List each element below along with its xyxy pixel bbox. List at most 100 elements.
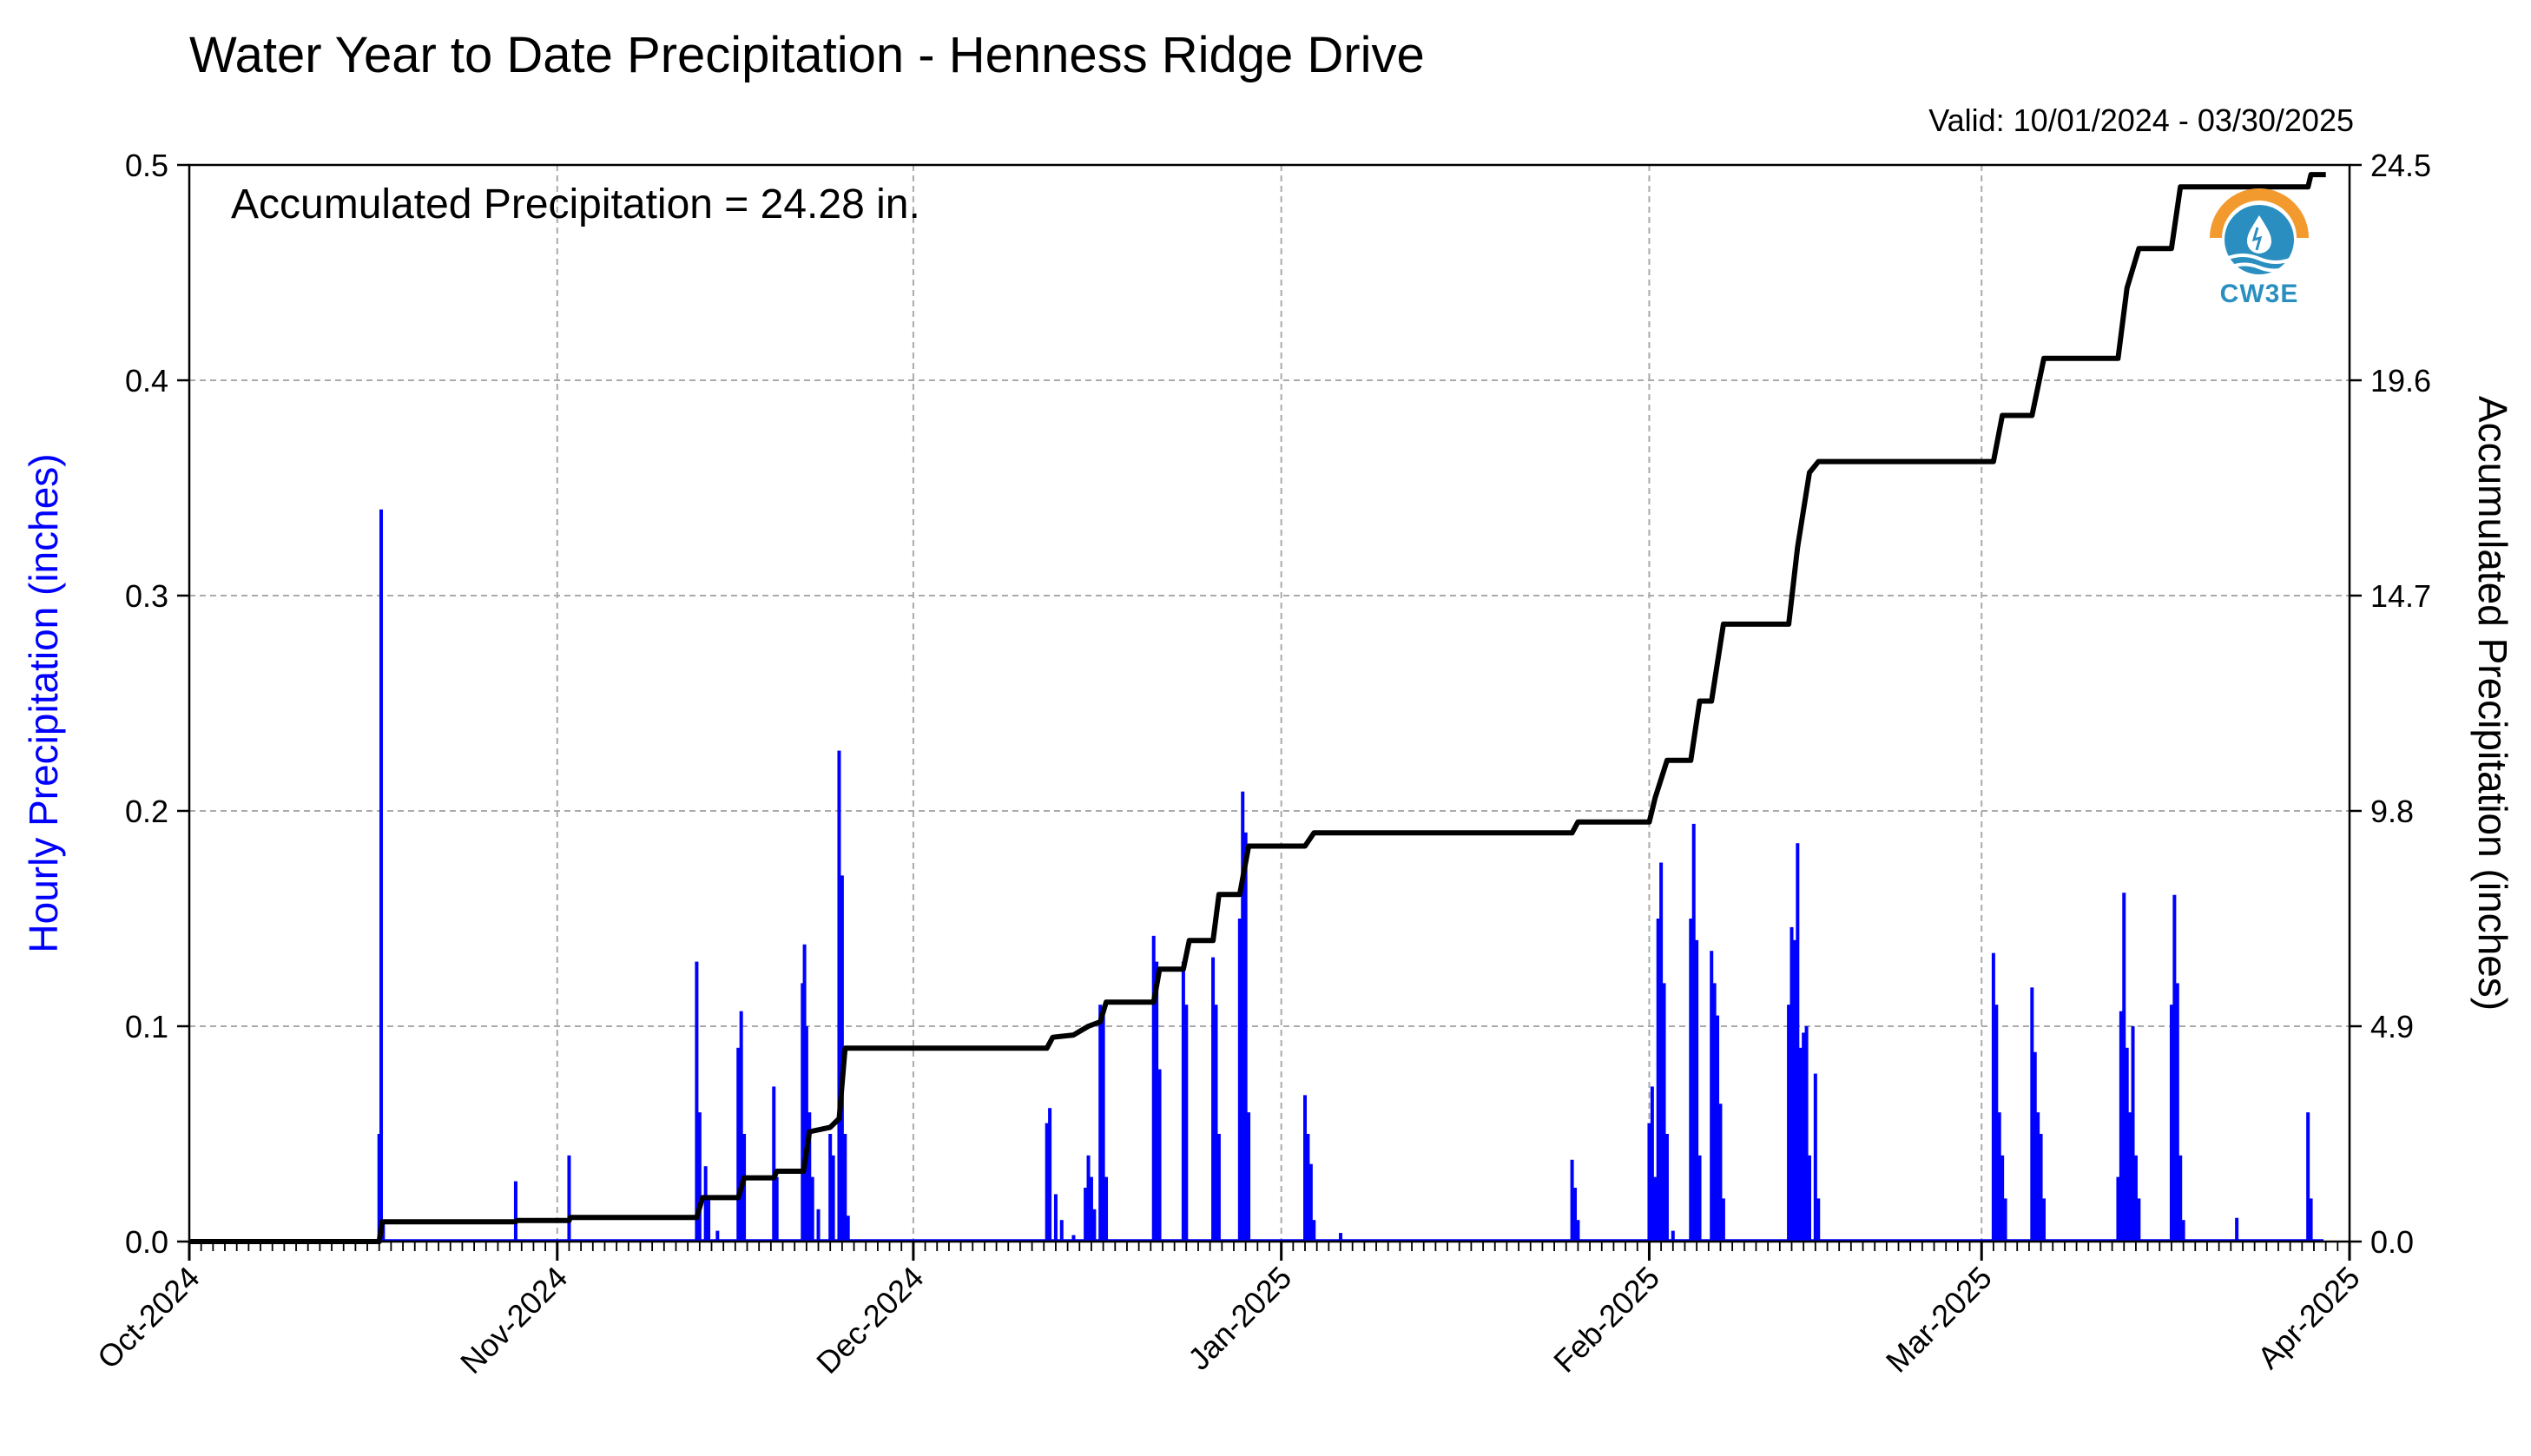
hourly-bar [1181, 961, 1185, 1242]
hourly-bar [2169, 1005, 2173, 1242]
valid-date-range: Valid: 10/01/2024 - 03/30/2025 [1928, 102, 2354, 138]
hourly-bar [1997, 1112, 2001, 1242]
hourly-bar [828, 1134, 833, 1242]
hourly-bar [1787, 1005, 1791, 1242]
accumulated-precipitation-line [189, 172, 2326, 1244]
hourly-precipitation-bars [189, 509, 2323, 1242]
hourly-bar [379, 509, 384, 1242]
hourly-bar [804, 1026, 808, 1242]
hourly-bar [1789, 926, 1794, 1242]
hourly-bar [1092, 1209, 1097, 1242]
hourly-bar [1662, 983, 1666, 1242]
hourly-bar [810, 1176, 814, 1242]
hourly-bar [2033, 1051, 2037, 1242]
hourly-bar [1084, 1188, 1088, 1242]
hourly-bar [1576, 1220, 1580, 1242]
chart-title: Water Year to Date Precipitation - Henne… [189, 27, 1425, 83]
hourly-bar [1804, 1026, 1809, 1242]
accumulated-line-path [189, 172, 2326, 1244]
hourly-bar [807, 1112, 812, 1242]
hourly-bar [2041, 1198, 2046, 1242]
hourly-bar [2178, 1155, 2183, 1242]
hourly-bar [1104, 1176, 1109, 1242]
hourly-bar [1802, 1032, 1806, 1242]
hourly-bar [2003, 1198, 2007, 1242]
x-tick-label: Apr-2025 [2251, 1260, 2367, 1376]
hourly-bar [1671, 1230, 1675, 1242]
hourly-bar [1214, 1005, 1218, 1242]
hourly-bar [1721, 1198, 1725, 1242]
hourly-bar [1697, 1155, 1702, 1242]
hourly-bar [1689, 919, 1693, 1242]
hourly-bar [1157, 1069, 1162, 1242]
hourly-bar [1718, 1104, 1723, 1242]
hourly-bar [1716, 1015, 1720, 1242]
right-y-tick-label: 0.0 [2370, 1224, 2414, 1260]
hourly-bar [377, 1134, 381, 1242]
hourly-bar [1796, 843, 1800, 1242]
hourly-bar [2000, 1155, 2005, 1242]
hourly-bar [736, 1047, 741, 1242]
hourly-bar [772, 1086, 776, 1242]
left-y-tick-label: 0.2 [125, 794, 168, 829]
hourly-bar [2172, 894, 2177, 1242]
hourly-bar [1247, 1112, 1251, 1242]
left-y-tick-label: 0.5 [125, 148, 168, 183]
hourly-bar [1308, 1163, 1313, 1242]
hourly-bar [2306, 1112, 2310, 1242]
grid-lines [189, 165, 2350, 1242]
hourly-bar [1059, 1220, 1064, 1242]
hourly-bar [1155, 961, 1159, 1242]
hourly-bar [2131, 1026, 2135, 1242]
right-y-tick-label: 24.5 [2370, 148, 2431, 183]
hourly-bar [742, 1134, 747, 1242]
hourly-bar [1048, 1108, 1052, 1242]
hourly-bar [837, 750, 841, 1242]
accumulated-annotation: Accumulated Precipitation = 24.28 in. [231, 181, 920, 227]
hourly-bar [1650, 1086, 1654, 1242]
hourly-bar [1792, 939, 1796, 1242]
hourly-bar [1695, 939, 1699, 1242]
hourly-bar [1086, 1155, 1091, 1242]
hourly-bar [703, 1166, 708, 1242]
hourly-bar [2128, 1112, 2132, 1242]
right-y-tick-label: 14.7 [2370, 578, 2431, 614]
hourly-bar [1808, 1155, 1811, 1242]
hourly-bar [2125, 1047, 2129, 1242]
hourly-bar [831, 1155, 835, 1242]
left-y-tick-label: 0.1 [125, 1009, 168, 1044]
hourly-bar [2181, 1220, 2185, 1242]
hourly-bar [513, 1181, 517, 1242]
left-axis-title: Hourly Precipitation (inches) [21, 453, 66, 952]
right-y-tick-label: 9.8 [2370, 794, 2414, 829]
hourly-bar [1053, 1194, 1058, 1242]
axes: 0.0 0.1 0.2 0.3 0.4 0.5 0.0 4.9 9.8 14.7 19.6 24.5 O… [21, 148, 2515, 1380]
hourly-bar [802, 944, 807, 1242]
hourly-bar [2137, 1198, 2141, 1242]
hourly-bar [1045, 1123, 1049, 1242]
hourly-bar [715, 1230, 720, 1242]
hourly-bar [1101, 1015, 1105, 1242]
hourly-bar [1243, 832, 1248, 1242]
hourly-bar [774, 1176, 779, 1242]
left-y-tick-label: 0.3 [125, 578, 168, 614]
hourly-bar [1098, 1005, 1103, 1242]
hourly-bar [1816, 1198, 1821, 1242]
right-axis-title: Accumulated Precipitation (inches) [2470, 396, 2515, 1011]
hourly-bar [1710, 951, 1714, 1242]
hourly-bar [2116, 1176, 2120, 1242]
hourly-bar [843, 1134, 847, 1242]
hourly-bar [1813, 1073, 1817, 1242]
hourly-bar [1306, 1134, 1310, 1242]
hourly-bar [1211, 957, 1216, 1242]
plot-frame [188, 163, 2351, 1243]
hourly-bar [2030, 987, 2034, 1242]
cw3e-water-drop-logo-icon [2210, 188, 2309, 274]
hourly-bar [846, 1216, 850, 1242]
x-tick-label: Jan-2025 [1181, 1260, 1298, 1377]
hourly-bar [2133, 1155, 2138, 1242]
cw3e-logo-text: CW3E [2219, 280, 2299, 308]
x-tick-label: Feb-2025 [1546, 1260, 1666, 1380]
hourly-bar [1573, 1188, 1578, 1242]
hourly-bar [2036, 1112, 2040, 1242]
